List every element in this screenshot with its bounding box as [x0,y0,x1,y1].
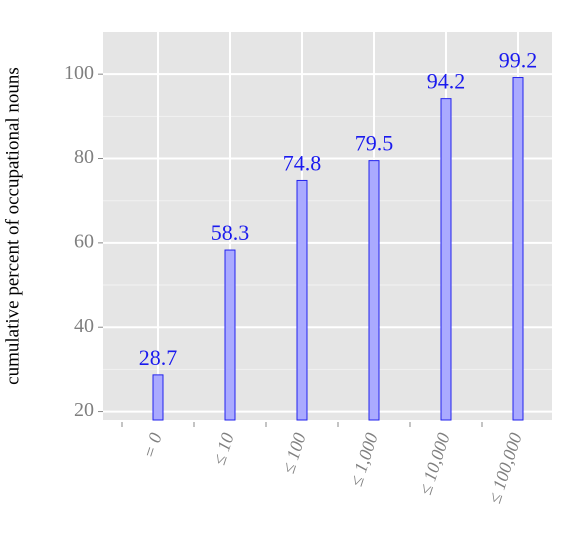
bar [440,98,452,421]
y-tick-label: 60 [74,230,94,252]
y-axis-title: cumulative percent of occupational nouns [2,67,23,385]
value-label: 79.5 [355,131,394,156]
value-label: 74.8 [283,150,322,175]
bar [152,374,164,421]
y-tick-label: 40 [74,315,94,337]
bar [224,249,236,421]
x-tick-label: ≤ 10 [209,430,238,467]
x-tick-label: ≤ 100 [278,430,310,476]
x-tick-label: ≤ 1,000 [346,430,382,488]
value-label: 94.2 [427,69,466,94]
plot-background [103,32,552,420]
bar [368,160,380,421]
value-label: 28.7 [139,345,178,370]
y-tick-label: 80 [74,146,94,168]
bar [296,179,308,421]
bar [512,77,524,421]
x-tick-label: ≤ 10,000 [415,430,454,497]
x-tick-label: ≤ 100,000 [484,430,526,506]
y-tick-label: 20 [74,399,94,421]
value-label: 58.3 [211,220,250,245]
x-tick-label: = 0 [139,430,166,461]
value-label: 99.2 [499,48,538,73]
y-tick-label: 100 [64,62,94,84]
